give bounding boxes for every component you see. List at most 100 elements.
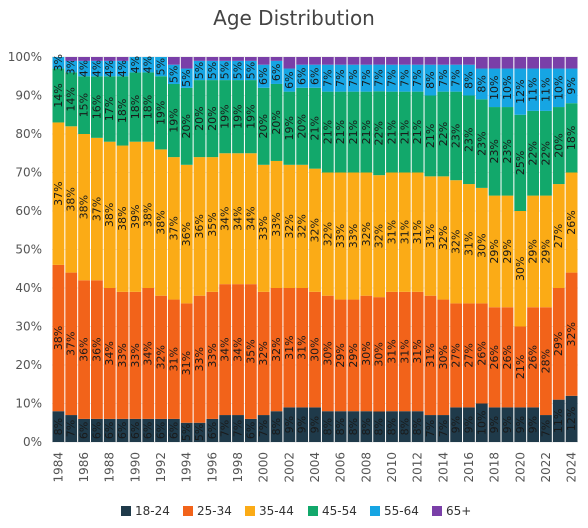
bar-segment xyxy=(347,57,360,65)
bar-segment xyxy=(129,141,142,292)
data-label: 4% xyxy=(103,60,116,77)
data-label: 21% xyxy=(347,120,360,144)
bar-segment xyxy=(475,403,488,442)
bar-segment xyxy=(257,64,270,88)
data-label: 27% xyxy=(552,224,565,248)
bar-segment xyxy=(411,411,424,442)
data-label: 9% xyxy=(462,416,475,433)
data-label: 5% xyxy=(193,424,206,441)
data-label: 10% xyxy=(475,411,488,435)
bar-segment xyxy=(167,64,180,84)
data-label: 34% xyxy=(232,206,245,230)
data-label: 33% xyxy=(347,224,360,248)
data-label: 6% xyxy=(78,422,91,439)
bar-segment xyxy=(78,60,90,77)
data-label: 20% xyxy=(180,114,193,138)
bar-segment xyxy=(398,91,411,173)
bar-segment xyxy=(360,295,373,412)
data-label: 33% xyxy=(129,343,142,367)
data-label: 30% xyxy=(309,337,322,361)
bar-segment xyxy=(180,68,193,88)
data-label: 18% xyxy=(129,95,142,119)
bar-segment xyxy=(219,80,232,154)
legend-swatch xyxy=(121,506,131,516)
bar-segment xyxy=(398,411,411,442)
data-label: 29% xyxy=(334,343,347,367)
data-label: 9% xyxy=(501,416,514,433)
legend-swatch xyxy=(183,506,193,516)
data-label: 33% xyxy=(270,212,283,236)
data-label: 7% xyxy=(398,69,411,86)
data-label: 32% xyxy=(450,230,463,254)
data-label: 6% xyxy=(90,422,103,439)
data-label: 23% xyxy=(462,128,475,152)
y-tick-label: 30% xyxy=(15,320,42,334)
bar-segment xyxy=(527,195,539,308)
data-label: 9% xyxy=(309,416,322,433)
data-label: 29% xyxy=(552,332,565,356)
legend-swatch xyxy=(432,506,442,516)
bar-segment xyxy=(155,149,167,296)
bar-segment xyxy=(206,57,219,61)
x-tick-label: 2010 xyxy=(385,452,399,483)
bar-segment xyxy=(373,175,386,298)
bar-segment xyxy=(424,295,437,416)
data-label: 31% xyxy=(385,220,398,244)
data-label: 27% xyxy=(462,343,475,367)
data-label: 6% xyxy=(142,422,155,439)
bar-segment xyxy=(257,87,270,165)
x-tick-label: 2000 xyxy=(257,452,271,483)
data-label: 8% xyxy=(347,418,360,435)
bar-segment xyxy=(296,407,309,442)
data-label: 10% xyxy=(488,76,501,100)
bar-segment xyxy=(437,176,450,300)
x-tick-label: 2022 xyxy=(539,452,553,483)
data-label: 34% xyxy=(219,337,232,361)
data-label: 22% xyxy=(539,141,552,165)
data-label: 26% xyxy=(488,345,501,369)
bar-segment xyxy=(398,64,411,92)
data-label: 8% xyxy=(385,418,398,435)
bar-segment xyxy=(155,418,167,442)
data-label: 9% xyxy=(296,416,309,433)
bar-segment xyxy=(540,110,552,196)
bar-segment xyxy=(91,57,103,61)
bar-segment xyxy=(565,68,578,104)
data-label: 30% xyxy=(321,341,334,365)
y-tick-label: 20% xyxy=(15,358,42,372)
data-label: 38% xyxy=(65,187,78,211)
bar-segment xyxy=(334,411,347,442)
data-label: 22% xyxy=(527,141,540,165)
bar-segment xyxy=(78,418,90,442)
data-label: 37% xyxy=(52,181,65,205)
bar-segment xyxy=(232,284,244,416)
data-label: 21% xyxy=(424,124,437,148)
data-label: 19% xyxy=(155,101,168,125)
bar-segment xyxy=(244,153,257,285)
bar-segment xyxy=(514,326,527,408)
data-label: 21% xyxy=(321,120,334,144)
data-label: 6% xyxy=(244,422,257,439)
data-label: 26% xyxy=(475,341,488,365)
legend-label: 25-34 xyxy=(197,504,232,518)
data-label: 21% xyxy=(398,120,411,144)
data-label: 21% xyxy=(514,355,527,379)
bar-segment xyxy=(65,72,78,127)
data-label: 9% xyxy=(565,77,578,94)
data-label: 7% xyxy=(385,69,398,86)
data-label: 34% xyxy=(142,341,155,365)
data-label: 27% xyxy=(450,343,463,367)
data-label: 7% xyxy=(321,69,334,86)
data-label: 34% xyxy=(103,341,116,365)
data-label: 32% xyxy=(373,224,386,248)
data-label: 18% xyxy=(116,99,129,123)
data-label: 6% xyxy=(257,68,270,85)
bar-segment xyxy=(244,418,257,442)
bar-segment xyxy=(463,407,475,442)
bar-segment xyxy=(527,407,539,442)
data-label: 36% xyxy=(90,337,103,361)
data-label: 34% xyxy=(244,206,257,230)
data-label: 31% xyxy=(398,339,411,363)
x-tick-label: 2016 xyxy=(462,452,476,483)
